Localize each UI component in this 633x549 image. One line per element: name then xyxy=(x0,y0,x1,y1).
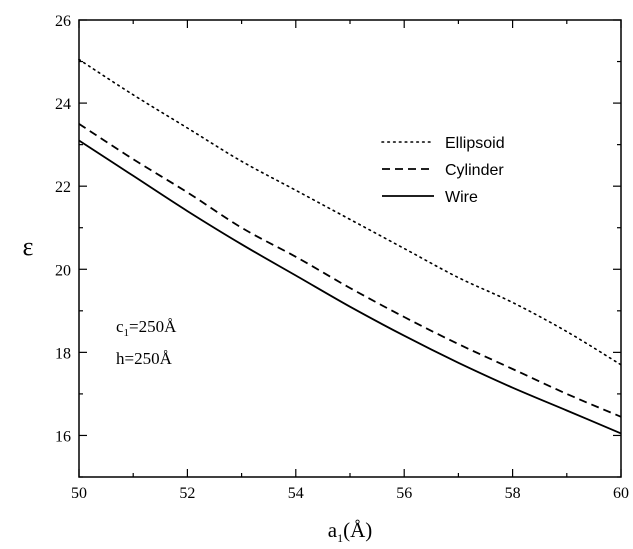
ticks-layer: 50 52 54 56 58 60 16 18 20 22 24 26 xyxy=(55,13,629,502)
y-tick-label: 22 xyxy=(55,179,71,196)
x-tick-label: 54 xyxy=(288,485,304,502)
y-axis-label: ε xyxy=(23,232,34,261)
annotation-c1-value: =250Å xyxy=(129,317,177,336)
x-tick-label: 58 xyxy=(505,485,521,502)
x-axis-label-unit: (Å) xyxy=(343,518,372,542)
annotation-h: h=250Å xyxy=(116,349,173,368)
x-axis-label-main: a xyxy=(328,518,338,542)
plot-frame xyxy=(78,19,622,478)
x-tick-label: 52 xyxy=(179,485,195,502)
y-tick-label: 18 xyxy=(55,345,71,362)
x-tick-label: 60 xyxy=(613,485,629,502)
legend-label-wire: Wire xyxy=(445,189,478,206)
series-wire-line xyxy=(78,139,622,435)
series-layer xyxy=(78,58,622,435)
annotation-c1-prefix: c xyxy=(116,317,124,336)
annotation-h-prefix: h xyxy=(116,349,125,368)
series-ellipsoid-line xyxy=(78,58,622,366)
x-tick-label: 50 xyxy=(71,485,87,502)
annotation-c1: c1=250Å xyxy=(116,317,177,339)
y-tick-label: 24 xyxy=(55,96,71,113)
legend-label-cylinder: Cylinder xyxy=(445,162,504,179)
x-tick-label: 56 xyxy=(396,485,412,502)
legend-label-ellipsoid: Ellipsoid xyxy=(445,135,505,152)
y-tick-label: 16 xyxy=(55,428,71,445)
x-axis-label-subscript: 1 xyxy=(337,531,343,545)
y-tick-label: 26 xyxy=(55,13,71,30)
legend: Ellipsoid Cylinder Wire xyxy=(381,135,505,206)
annotation-h-value: =250Å xyxy=(125,349,173,368)
x-axis-label: a1(Å) xyxy=(328,518,372,545)
series-cylinder-line xyxy=(78,123,622,418)
y-tick-label: 20 xyxy=(55,262,71,279)
annotation-c1-subscript: 1 xyxy=(124,327,130,339)
